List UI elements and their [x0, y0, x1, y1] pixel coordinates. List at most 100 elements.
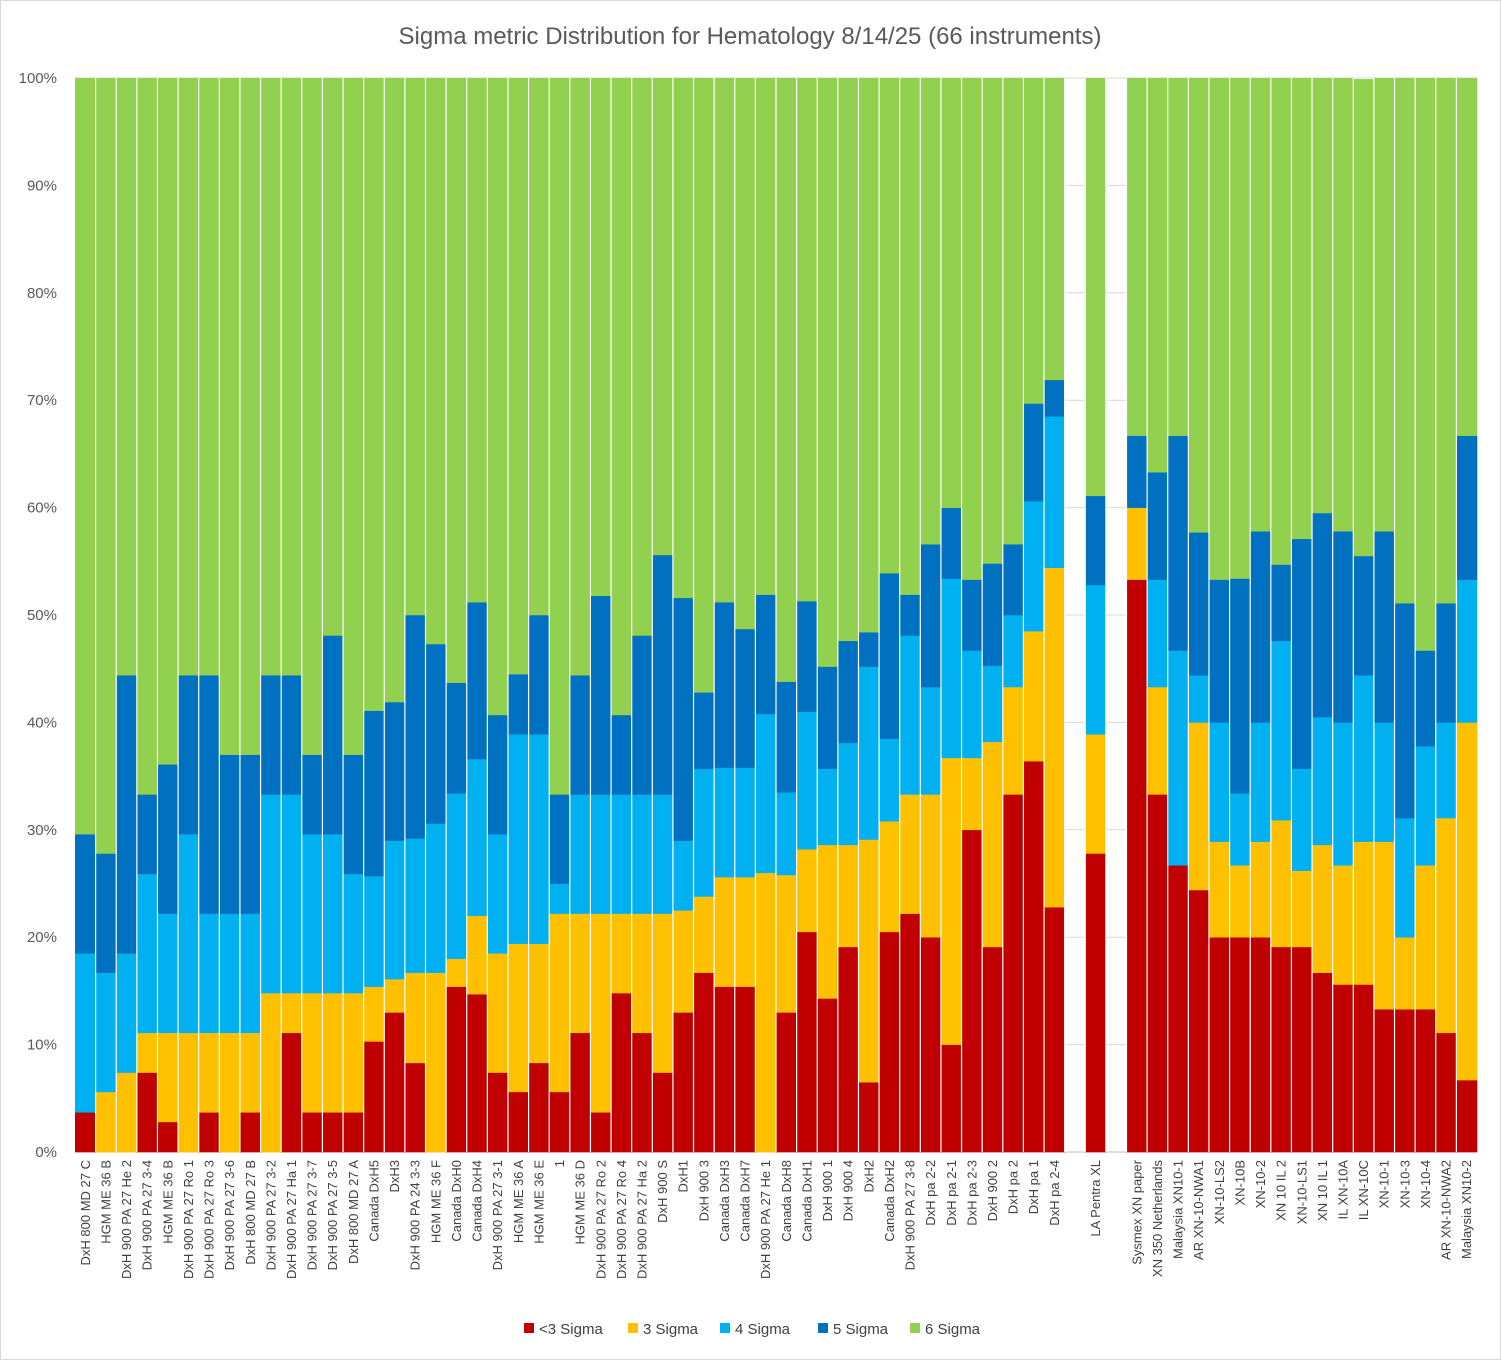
bar-segment	[1085, 78, 1107, 497]
bar-segment	[1435, 603, 1457, 723]
bar-segment	[755, 872, 777, 1153]
bar-segment	[1085, 584, 1107, 735]
bar-segment	[1023, 501, 1045, 632]
y-tick-label: 100%	[19, 70, 57, 87]
bar-segment	[75, 953, 96, 1113]
bar-segment	[1229, 578, 1251, 794]
bar-segment	[1126, 579, 1148, 1153]
x-tick-label: DxH pa 2	[1006, 1160, 1021, 1214]
bar-segment	[714, 877, 736, 987]
bar-segment	[1229, 865, 1251, 938]
legend-item: 4 Sigma	[720, 1321, 791, 1338]
bar-segment	[95, 78, 117, 854]
bar-segment	[1188, 722, 1210, 891]
x-tick-label: DxH 800 MD 27 A	[346, 1160, 361, 1264]
x-tick-label: DxH 900 PA 27 3-4	[140, 1160, 155, 1270]
bar-segment	[1270, 820, 1292, 948]
y-tick-label: 50%	[27, 607, 57, 624]
x-tick-label: DxH 800 MD 27 B	[243, 1160, 258, 1265]
bar-segment	[198, 78, 220, 676]
bar-segment	[652, 794, 674, 914]
bar-segment	[487, 834, 509, 954]
x-tick-label: DxH 900 PA 27 Ro 1	[181, 1160, 196, 1279]
bar-segment	[343, 78, 364, 755]
bar-segment	[1250, 78, 1272, 532]
bar-segment	[281, 1032, 303, 1153]
bar-segment	[487, 714, 509, 835]
bar-segment	[1353, 984, 1375, 1153]
bar-segment	[157, 78, 179, 765]
bar-segment	[136, 1032, 158, 1073]
bar-segment	[899, 78, 921, 595]
x-tick-label: XN-10B	[1232, 1160, 1247, 1206]
x-tick-label: XN 10 IL 1	[1315, 1160, 1330, 1221]
bar-segment	[1023, 403, 1045, 502]
bar-segment	[879, 931, 901, 1153]
bar-segment	[1085, 853, 1107, 1153]
x-tick-label: HGM ME 36 B	[98, 1160, 113, 1244]
bar-segment	[899, 594, 921, 636]
bar-segment	[343, 873, 364, 994]
bar-segment	[1291, 946, 1313, 1153]
bar-segment	[940, 578, 962, 759]
legend-item: 3 Sigma	[628, 1321, 699, 1338]
bar-segment	[507, 1091, 529, 1153]
bar-segment	[1167, 435, 1189, 651]
bar-segment	[1188, 675, 1210, 723]
bar-segment	[260, 794, 282, 994]
bar-segment	[1373, 531, 1395, 723]
x-tick-label: Canada DxH1	[799, 1160, 814, 1242]
bar-segment	[322, 635, 344, 835]
bar-segment	[425, 972, 447, 1153]
bar-segment	[858, 632, 880, 667]
bar-segment	[961, 829, 983, 1153]
bar-segment	[198, 1032, 220, 1113]
x-tick-label: DxH 900 4	[841, 1160, 856, 1221]
bar-segment	[116, 1072, 138, 1153]
bar-segment	[899, 794, 921, 914]
bar-segment	[1456, 1080, 1478, 1153]
bar-segment	[858, 1082, 880, 1153]
bar-segment	[198, 913, 220, 1034]
x-tick-label: DxH 900 PA 27 Ro 2	[593, 1160, 608, 1279]
bar-segment	[1002, 686, 1024, 795]
bar-segment	[940, 1044, 962, 1153]
x-tick-label: AR XN-10-NWA2	[1439, 1160, 1454, 1260]
bar-segment	[301, 834, 323, 994]
bar-segment	[590, 794, 612, 914]
bar-segment	[982, 741, 1004, 948]
bar-segment	[1002, 78, 1024, 545]
bar-segment	[817, 844, 839, 999]
bar-segment	[301, 78, 323, 755]
bar-segment	[116, 675, 138, 954]
bar-segment	[693, 78, 715, 693]
bar-segment	[1044, 78, 1065, 381]
x-tick-label: DxH pa 2-3	[964, 1160, 979, 1226]
legend-item: 5 Sigma	[818, 1321, 889, 1338]
bar-segment	[817, 768, 839, 846]
bar-segment	[1250, 531, 1272, 723]
x-tick-label: XN-10-2	[1253, 1160, 1268, 1208]
bar-segment	[1435, 1032, 1457, 1153]
bar-segment	[940, 757, 962, 1045]
bar-segment	[507, 734, 529, 944]
bar-segment	[1291, 768, 1313, 871]
bar-segment	[1332, 78, 1354, 532]
x-tick-label: XN 10 IL 2	[1274, 1160, 1289, 1221]
x-tick-label: DxH 900 PA 27 Ha 2	[634, 1160, 649, 1279]
bar-segment	[301, 993, 323, 1113]
bar-segment	[446, 986, 468, 1153]
bar-segment	[734, 877, 756, 987]
bar-segment	[136, 873, 158, 1034]
x-tick-label: XN-10-3	[1397, 1160, 1412, 1208]
bar-segment	[1188, 78, 1210, 533]
bar-segment	[1023, 761, 1045, 1153]
bar-segment	[95, 1091, 117, 1153]
x-tick-label: DxH pa 2-2	[923, 1160, 938, 1226]
bar-segment	[1415, 865, 1437, 1010]
bar-segment	[879, 78, 901, 574]
bar-segment	[322, 1112, 344, 1153]
bar-segment	[1312, 512, 1333, 718]
legend-label: 5 Sigma	[833, 1321, 889, 1338]
bar-segment	[363, 1041, 385, 1153]
